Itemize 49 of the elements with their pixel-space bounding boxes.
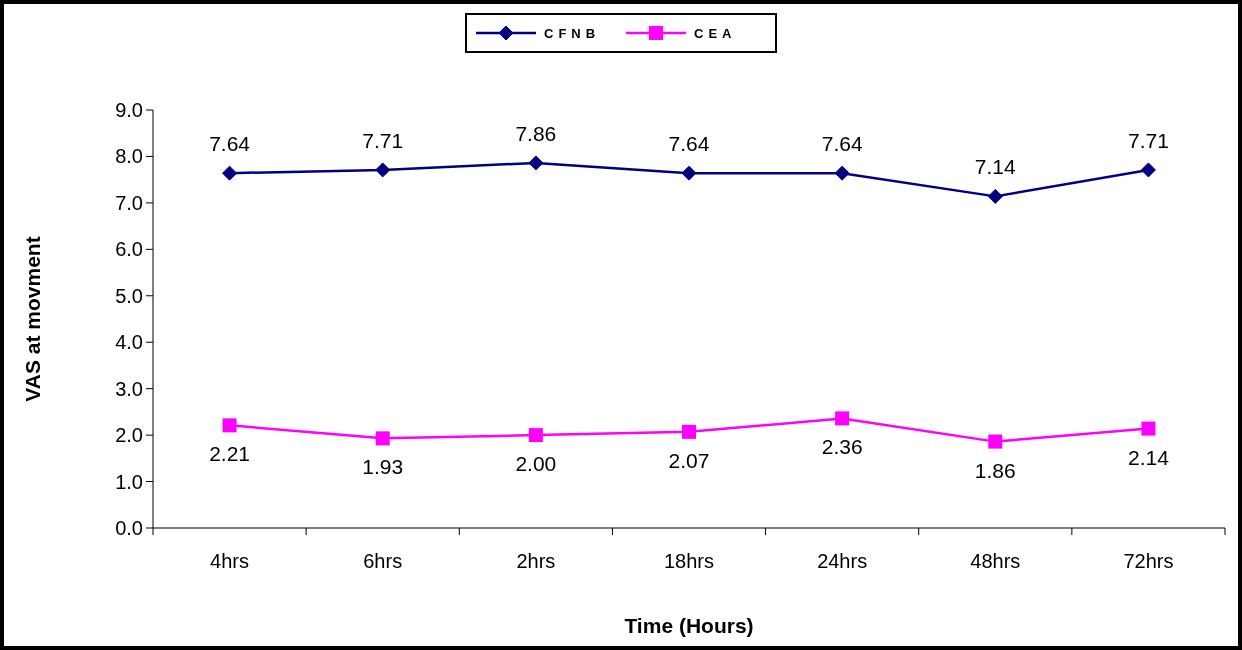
point [681,165,697,181]
data-label: 2.36 [821,435,863,459]
point [375,431,390,446]
data-label: 7.14 [974,155,1017,179]
point [835,411,850,426]
data-label: 7.64 [821,132,863,156]
data-label: 7.64 [668,132,710,156]
point [375,162,391,178]
y-tick-label: 8.0 [115,145,143,168]
x-tick-label: 48hrs [970,550,1021,572]
y-axis-title: VAS at movment [21,236,44,402]
legend-label: CEA [694,25,737,41]
y-tick-label: 0.0 [115,517,143,539]
point [528,428,543,443]
y-tick-label: 7.0 [115,191,143,214]
point [834,165,850,181]
x-tick-label: 18hrs [663,550,715,572]
data-label: 2.21 [209,442,251,466]
y-tick-label: 6.0 [115,238,143,261]
x-axis-title: Time (Hours) [624,614,754,637]
data-label: 7.86 [515,121,557,145]
x-tick-label: 2hrs [516,550,556,572]
point [682,424,696,439]
point [222,418,237,433]
data-label: 7.71 [1127,128,1169,152]
data-label: 2.00 [515,452,557,476]
data-label: 7.64 [209,132,251,156]
point [988,434,1003,449]
x-tick-label: 24hrs [817,550,868,572]
x-tick-label: 72hrs [1123,550,1174,572]
y-tick-label: 3.0 [115,377,143,400]
y-tick-label: 2.0 [115,424,143,447]
data-label: 1.86 [974,458,1016,482]
legend-label: CFNB [544,25,601,41]
x-tick-label: 4hrs [210,550,250,572]
data-label: 2.14 [1127,445,1170,469]
point [222,165,238,181]
point [1141,421,1156,436]
y-tick-label: 5.0 [115,284,143,307]
y-tick-label: 4.0 [115,331,143,354]
point [1140,162,1156,178]
point [528,155,544,171]
data-label: 7.71 [362,128,404,152]
data-label: 1.93 [362,455,404,479]
y-tick-label: 9.0 [115,99,143,121]
y-tick-label: 1.0 [115,470,143,493]
point [987,188,1003,204]
data-label: 2.07 [668,448,710,472]
x-tick-label: 6hrs [363,550,403,572]
